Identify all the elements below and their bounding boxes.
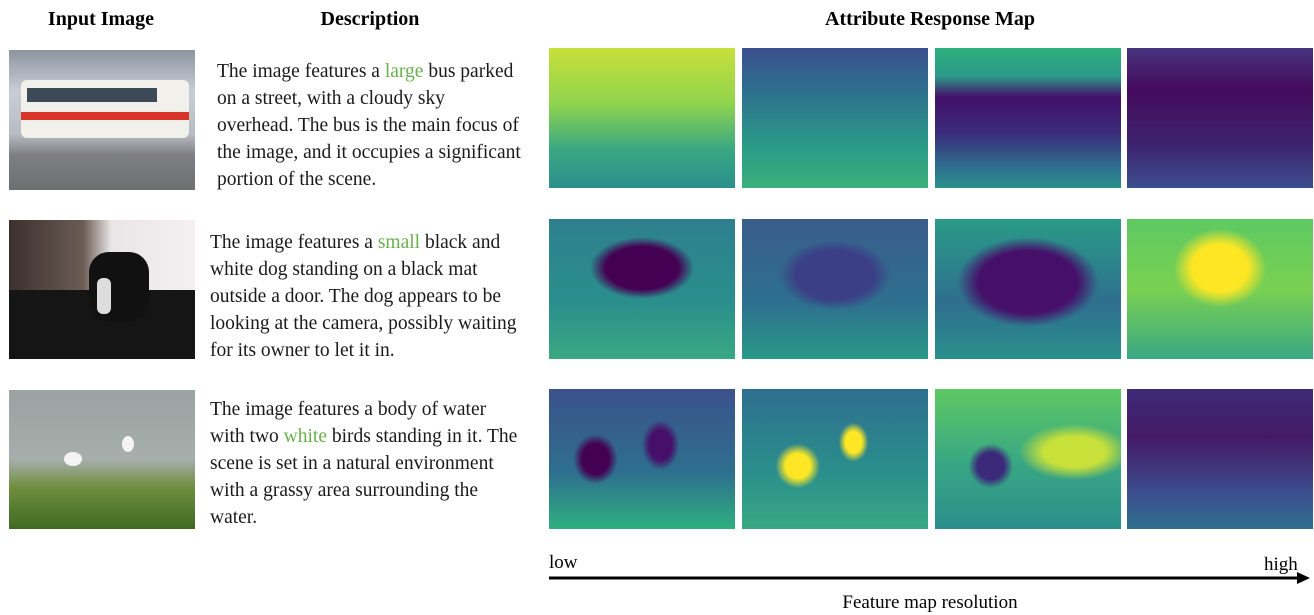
attribute: large: [385, 61, 424, 82]
bus-stripe: [21, 112, 189, 120]
response-map: [742, 48, 928, 188]
response-map: [742, 219, 928, 359]
description: The image features a body of water with …: [210, 396, 525, 531]
response-map: [1127, 219, 1313, 359]
response-map: [549, 219, 735, 359]
column-header: Input Image: [48, 8, 154, 31]
response-map: [549, 389, 735, 529]
figure: Input Image Description Attribute Respon…: [0, 0, 1314, 615]
dog-chest: [97, 278, 111, 314]
input-image: [9, 220, 195, 359]
arrow-head: [1297, 572, 1310, 584]
response-map: [549, 48, 735, 188]
response-map: [1127, 389, 1313, 529]
response-map: [1127, 48, 1313, 188]
response-map: [935, 389, 1121, 529]
text: The image features a: [210, 232, 373, 253]
bus-windows: [27, 88, 157, 102]
axis-label: Feature map resolution: [842, 592, 1017, 614]
text: The image features a: [217, 61, 380, 82]
bird: [122, 436, 134, 452]
description: The image features a large bus parked on…: [217, 58, 522, 193]
input-image: [9, 390, 195, 529]
input-image: [9, 50, 195, 190]
response-map: [935, 219, 1121, 359]
description: The image features a small black and whi…: [210, 229, 535, 364]
attribute: white: [284, 426, 327, 447]
column-header: Description: [321, 8, 420, 31]
attribute: small: [378, 232, 420, 253]
column-header: Attribute Response Map: [825, 8, 1035, 31]
axis-arrow: [545, 570, 1314, 586]
response-map: [742, 389, 928, 529]
response-map: [935, 48, 1121, 188]
bird: [64, 452, 82, 466]
